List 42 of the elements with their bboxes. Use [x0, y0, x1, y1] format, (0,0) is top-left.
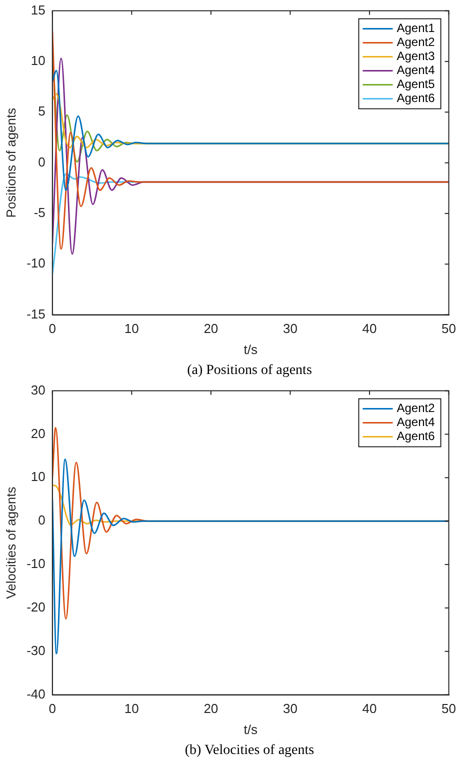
y-axis-title: Positions of agents — [3, 107, 18, 218]
y-tick-label: -40 — [26, 686, 46, 702]
y-tick-label: 5 — [38, 104, 46, 119]
x-tick-label: 10 — [124, 701, 139, 716]
y-tick-label: 0 — [38, 154, 46, 170]
x-tick-label: 40 — [362, 321, 377, 336]
y-tick-label: -30 — [26, 642, 46, 658]
y-tick-label: -10 — [26, 256, 46, 271]
x-axis-title: t/s — [244, 342, 258, 357]
x-tick-label: 40 — [362, 701, 377, 716]
y-tick-label: 30 — [30, 382, 46, 398]
x-tick-label: 0 — [48, 321, 56, 336]
y-tick-label: 10 — [30, 53, 46, 68]
legend-label: Agent1 — [396, 21, 436, 36]
legend-label: Agent3 — [396, 49, 436, 64]
y-tick-label: 10 — [30, 469, 46, 484]
y-tick-label: -20 — [26, 600, 46, 615]
y-tick-label: -15 — [26, 306, 46, 322]
x-tick-label: 50 — [442, 321, 456, 336]
x-tick-label: 10 — [124, 321, 139, 336]
legend-label: Agent2 — [396, 35, 436, 50]
text: (a) Positions of agents — [186, 362, 313, 380]
y-tick-label: -10 — [26, 556, 46, 572]
legend-label: Agent6 — [396, 429, 436, 444]
legend-label: Agent5 — [396, 77, 436, 92]
x-axis-title: t/s — [244, 722, 258, 737]
legend-label: Agent4 — [396, 63, 436, 78]
x-tick-label: 20 — [204, 321, 218, 336]
x-tick-label: 50 — [442, 701, 456, 716]
x-tick-label: 20 — [204, 701, 218, 716]
text: (b) Velocities of agents — [184, 742, 316, 760]
legend-label: Agent4 — [396, 415, 436, 430]
legend-label: Agent6 — [396, 91, 436, 106]
y-tick-label: -5 — [34, 205, 46, 220]
x-tick-label: 0 — [48, 701, 56, 716]
y-tick-label: 0 — [38, 512, 46, 528]
legend-label: Agent2 — [396, 401, 436, 416]
y-axis-title: Velocities of agents — [3, 486, 18, 599]
y-tick-label: 20 — [30, 426, 46, 441]
y-tick-label: 15 — [30, 2, 46, 18]
x-tick-label: 30 — [282, 321, 298, 336]
x-tick-label: 30 — [282, 701, 298, 716]
